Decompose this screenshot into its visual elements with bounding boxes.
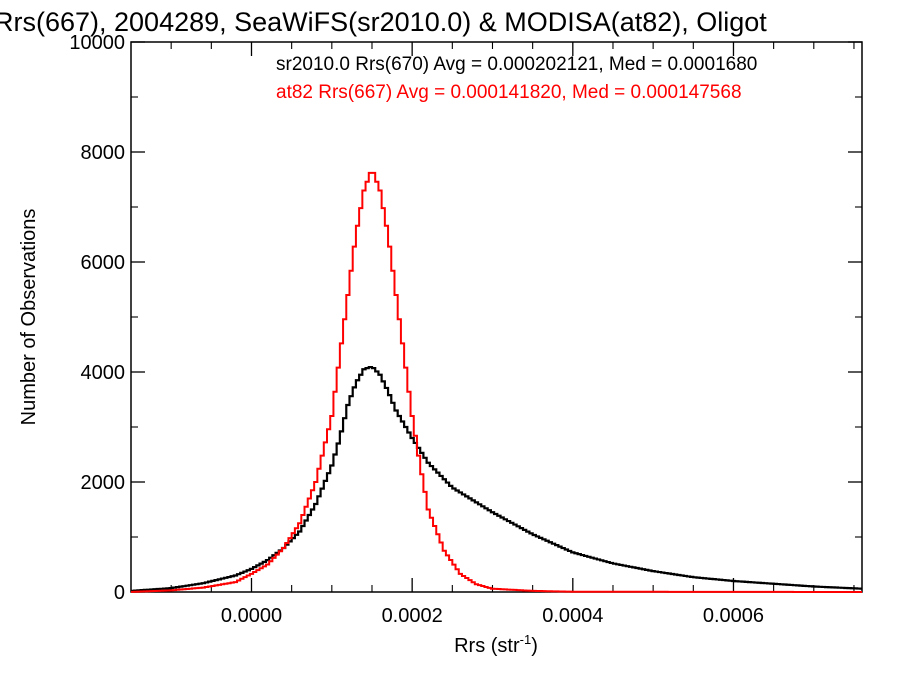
x-tick-label: 0.0002 [382, 605, 443, 627]
legend: sr2010.0 Rrs(670) Avg = 0.000202121, Med… [276, 54, 757, 103]
x-axis: 0.0000 0.0002 0.0004 0.0006 [170, 42, 855, 627]
y-tick-label: 0 [114, 582, 125, 604]
x-tick-label: 0.0000 [221, 605, 282, 627]
plot-area-border [130, 41, 863, 593]
x-axis-label-close: ) [531, 635, 538, 657]
plot-frame [130, 41, 863, 593]
x-tick-label: 0.0004 [542, 605, 603, 627]
legend-entry-sr2010: sr2010.0 Rrs(670) Avg = 0.000202121, Med… [276, 54, 757, 75]
y-axis: 0 2000 4000 6000 8000 10000 [69, 32, 862, 604]
series-line-sr2010 [131, 365, 862, 592]
series-line-at82 [131, 171, 862, 593]
series-group [130, 168, 863, 593]
chart-title: Rrs(667), 2004289, SeaWiFS(sr2010.0) & M… [0, 7, 767, 37]
y-tick-label: 4000 [81, 362, 126, 384]
y-tick-label: 2000 [81, 472, 126, 494]
x-axis-label: Rrs (str-1) [454, 632, 538, 657]
x-axis-label-main: Rrs (str [454, 635, 520, 657]
x-axis-label-superscript: -1 [520, 632, 532, 647]
y-axis-label: Number of Observations [18, 209, 40, 426]
legend-entry-at82: at82 Rrs(667) Avg = 0.000141820, Med = 0… [276, 82, 742, 103]
y-tick-label: 8000 [81, 142, 126, 164]
y-tick-label: 6000 [81, 252, 126, 274]
y-tick-label: 10000 [69, 32, 125, 54]
x-tick-label: 0.0006 [703, 605, 764, 627]
